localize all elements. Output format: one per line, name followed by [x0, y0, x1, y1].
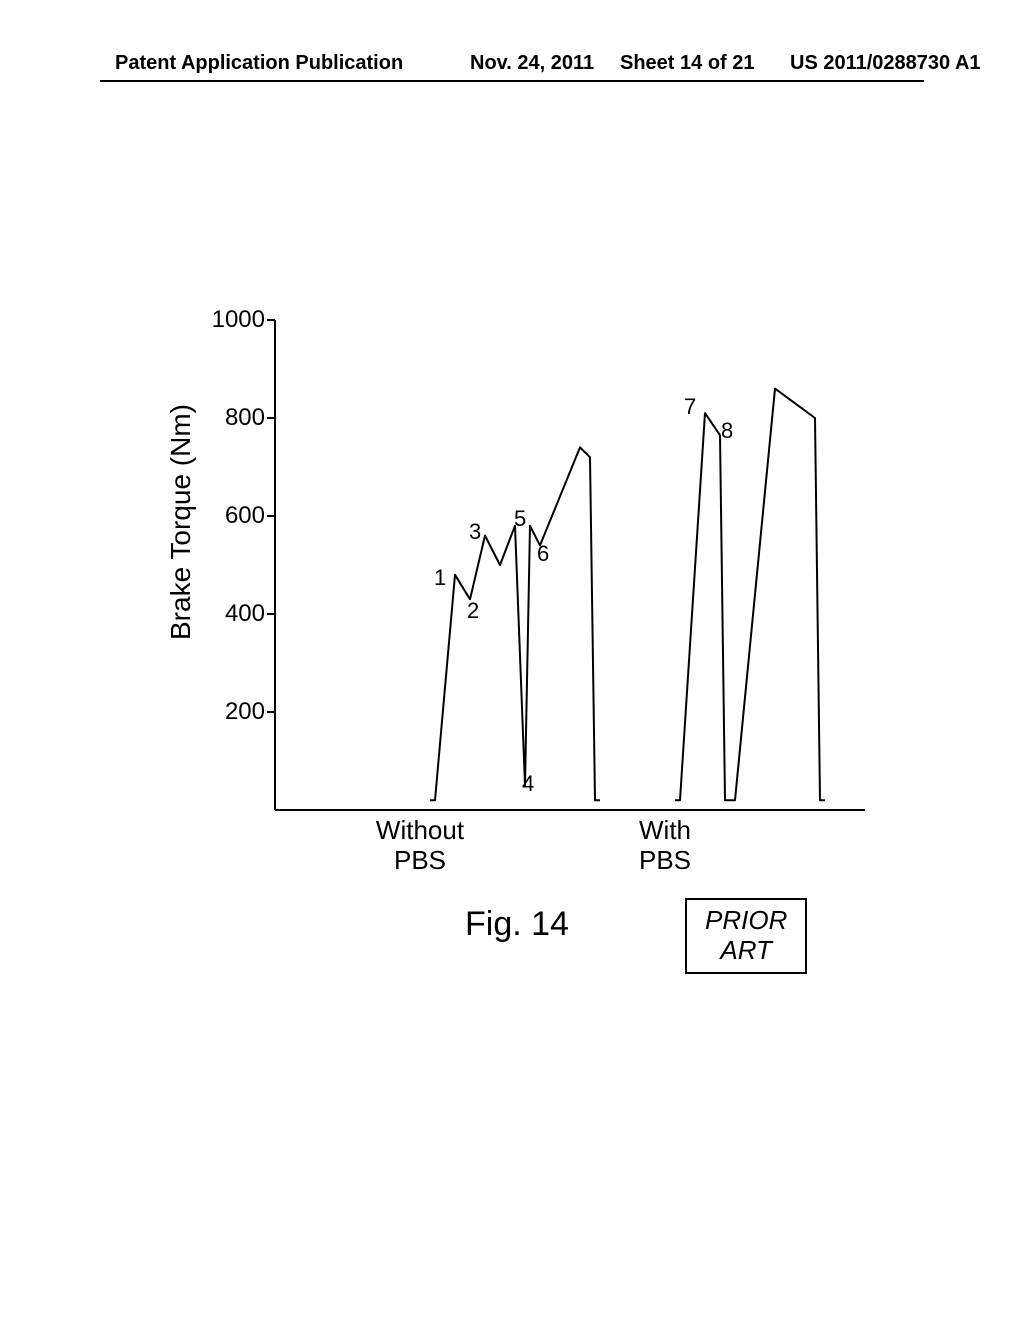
xcat-without-line2: PBS — [350, 845, 490, 876]
header-pubno: US 2011/0288730 A1 — [790, 52, 981, 75]
point-label: 3 — [469, 519, 481, 545]
point-label: 1 — [434, 565, 446, 591]
point-label: 6 — [537, 541, 549, 567]
xcat-without-line1: Without — [350, 815, 490, 846]
point-label: 8 — [721, 418, 733, 444]
xcat-with-line1: With — [595, 815, 735, 846]
y-tick-label: 1000 — [195, 306, 265, 334]
chart-svg — [145, 310, 885, 830]
point-label: 7 — [684, 394, 696, 420]
figure-caption: Fig. 14 — [465, 905, 569, 944]
header-rule — [100, 80, 924, 82]
xcat-with-line2: PBS — [595, 845, 735, 876]
header-publication: Patent Application Publication — [115, 52, 403, 75]
header-sheet: Sheet 14 of 21 — [620, 52, 755, 75]
prior-art-box: PRIOR ART — [685, 898, 807, 974]
y-tick-label: 800 — [195, 404, 265, 432]
prior-art-line2: ART — [705, 936, 787, 966]
point-label: 4 — [522, 771, 534, 797]
y-tick-label: 200 — [195, 698, 265, 726]
y-tick-label: 400 — [195, 600, 265, 628]
page-root: Patent Application Publication Nov. 24, … — [0, 0, 1024, 1320]
figure-area: Brake Torque (Nm) 2004006008001000 12345… — [145, 310, 885, 1030]
point-label: 2 — [467, 598, 479, 624]
prior-art-line1: PRIOR — [705, 906, 787, 936]
header-date: Nov. 24, 2011 — [470, 52, 594, 75]
y-axis-label: Brake Torque (Nm) — [165, 404, 197, 640]
point-label: 5 — [514, 506, 526, 532]
y-tick-label: 600 — [195, 502, 265, 530]
